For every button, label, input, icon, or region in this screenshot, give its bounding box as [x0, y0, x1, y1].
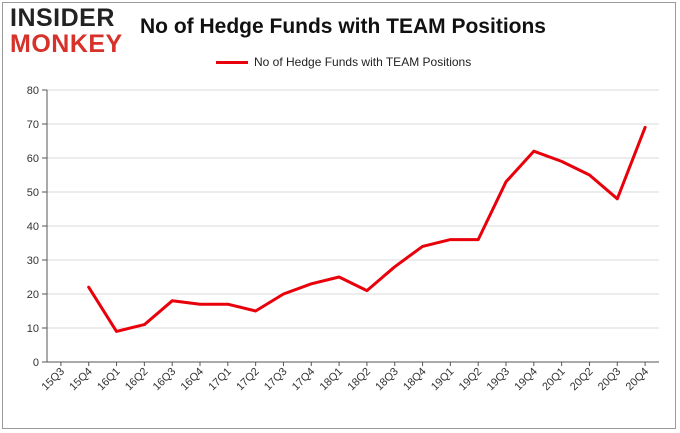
legend-swatch	[216, 60, 248, 64]
x-tick-label: 15Q4	[67, 366, 95, 394]
x-axis-ticks: 15Q3 15Q4 16Q1 16Q2 16Q3 16Q4 17Q1 17Q2 17Q3 17Q4…	[40, 362, 652, 394]
y-tick-label: 20	[27, 289, 39, 301]
logo-line-2: MONKEY	[10, 30, 123, 58]
chart-frame	[2, 2, 676, 429]
x-tick-label: 16Q3	[151, 366, 179, 394]
x-tick-label: 18Q1	[318, 366, 346, 394]
x-tick-label: 16Q4	[179, 366, 207, 394]
x-tick-label: 16Q2	[123, 366, 151, 394]
x-tick-label: 20Q4	[624, 366, 652, 394]
x-tick-label: 19Q2	[457, 366, 485, 394]
x-tick-label: 20Q2	[568, 366, 596, 394]
insider-monkey-logo: INSIDER MONKEY	[10, 6, 128, 57]
legend-label: No of Hedge Funds with TEAM Positions	[254, 55, 472, 69]
y-tick-label: 30	[27, 255, 39, 267]
gridlines	[46, 89, 659, 363]
y-axis-ticks: 0 10 20 30 40 50 60 70 80	[27, 85, 47, 369]
x-tick-label: 17Q4	[290, 366, 318, 394]
y-tick-label: 10	[27, 323, 39, 335]
x-tick-label: 18Q2	[346, 366, 374, 394]
x-tick-label: 19Q4	[512, 366, 540, 394]
x-tick-label: 20Q3	[596, 366, 624, 394]
logo-line-1: INSIDER	[10, 4, 115, 32]
x-tick-label: 18Q4	[401, 366, 429, 394]
y-tick-label: 0	[33, 357, 39, 369]
x-tick-label: 19Q1	[429, 366, 457, 394]
x-tick-label: 20Q1	[540, 366, 568, 394]
y-tick-label: 70	[27, 119, 39, 131]
series-layer	[87, 125, 647, 333]
chart-legend: No of Hedge Funds with TEAM Positions	[216, 55, 471, 69]
series-line	[87, 125, 647, 333]
y-tick-label: 60	[27, 153, 39, 165]
x-tick-label: 15Q3	[40, 366, 68, 394]
y-tick-label: 40	[27, 221, 39, 233]
y-tick-label: 50	[27, 187, 39, 199]
x-tick-label: 17Q1	[206, 366, 234, 394]
chart-title: No of Hedge Funds with TEAM Positions	[140, 15, 546, 38]
y-tick-label: 80	[27, 85, 39, 97]
x-tick-label: 19Q3	[485, 366, 513, 394]
x-tick-label: 16Q1	[95, 366, 123, 394]
x-tick-label: 17Q3	[262, 366, 290, 394]
x-tick-label: 17Q2	[234, 366, 262, 394]
x-tick-label: 18Q3	[373, 366, 401, 394]
